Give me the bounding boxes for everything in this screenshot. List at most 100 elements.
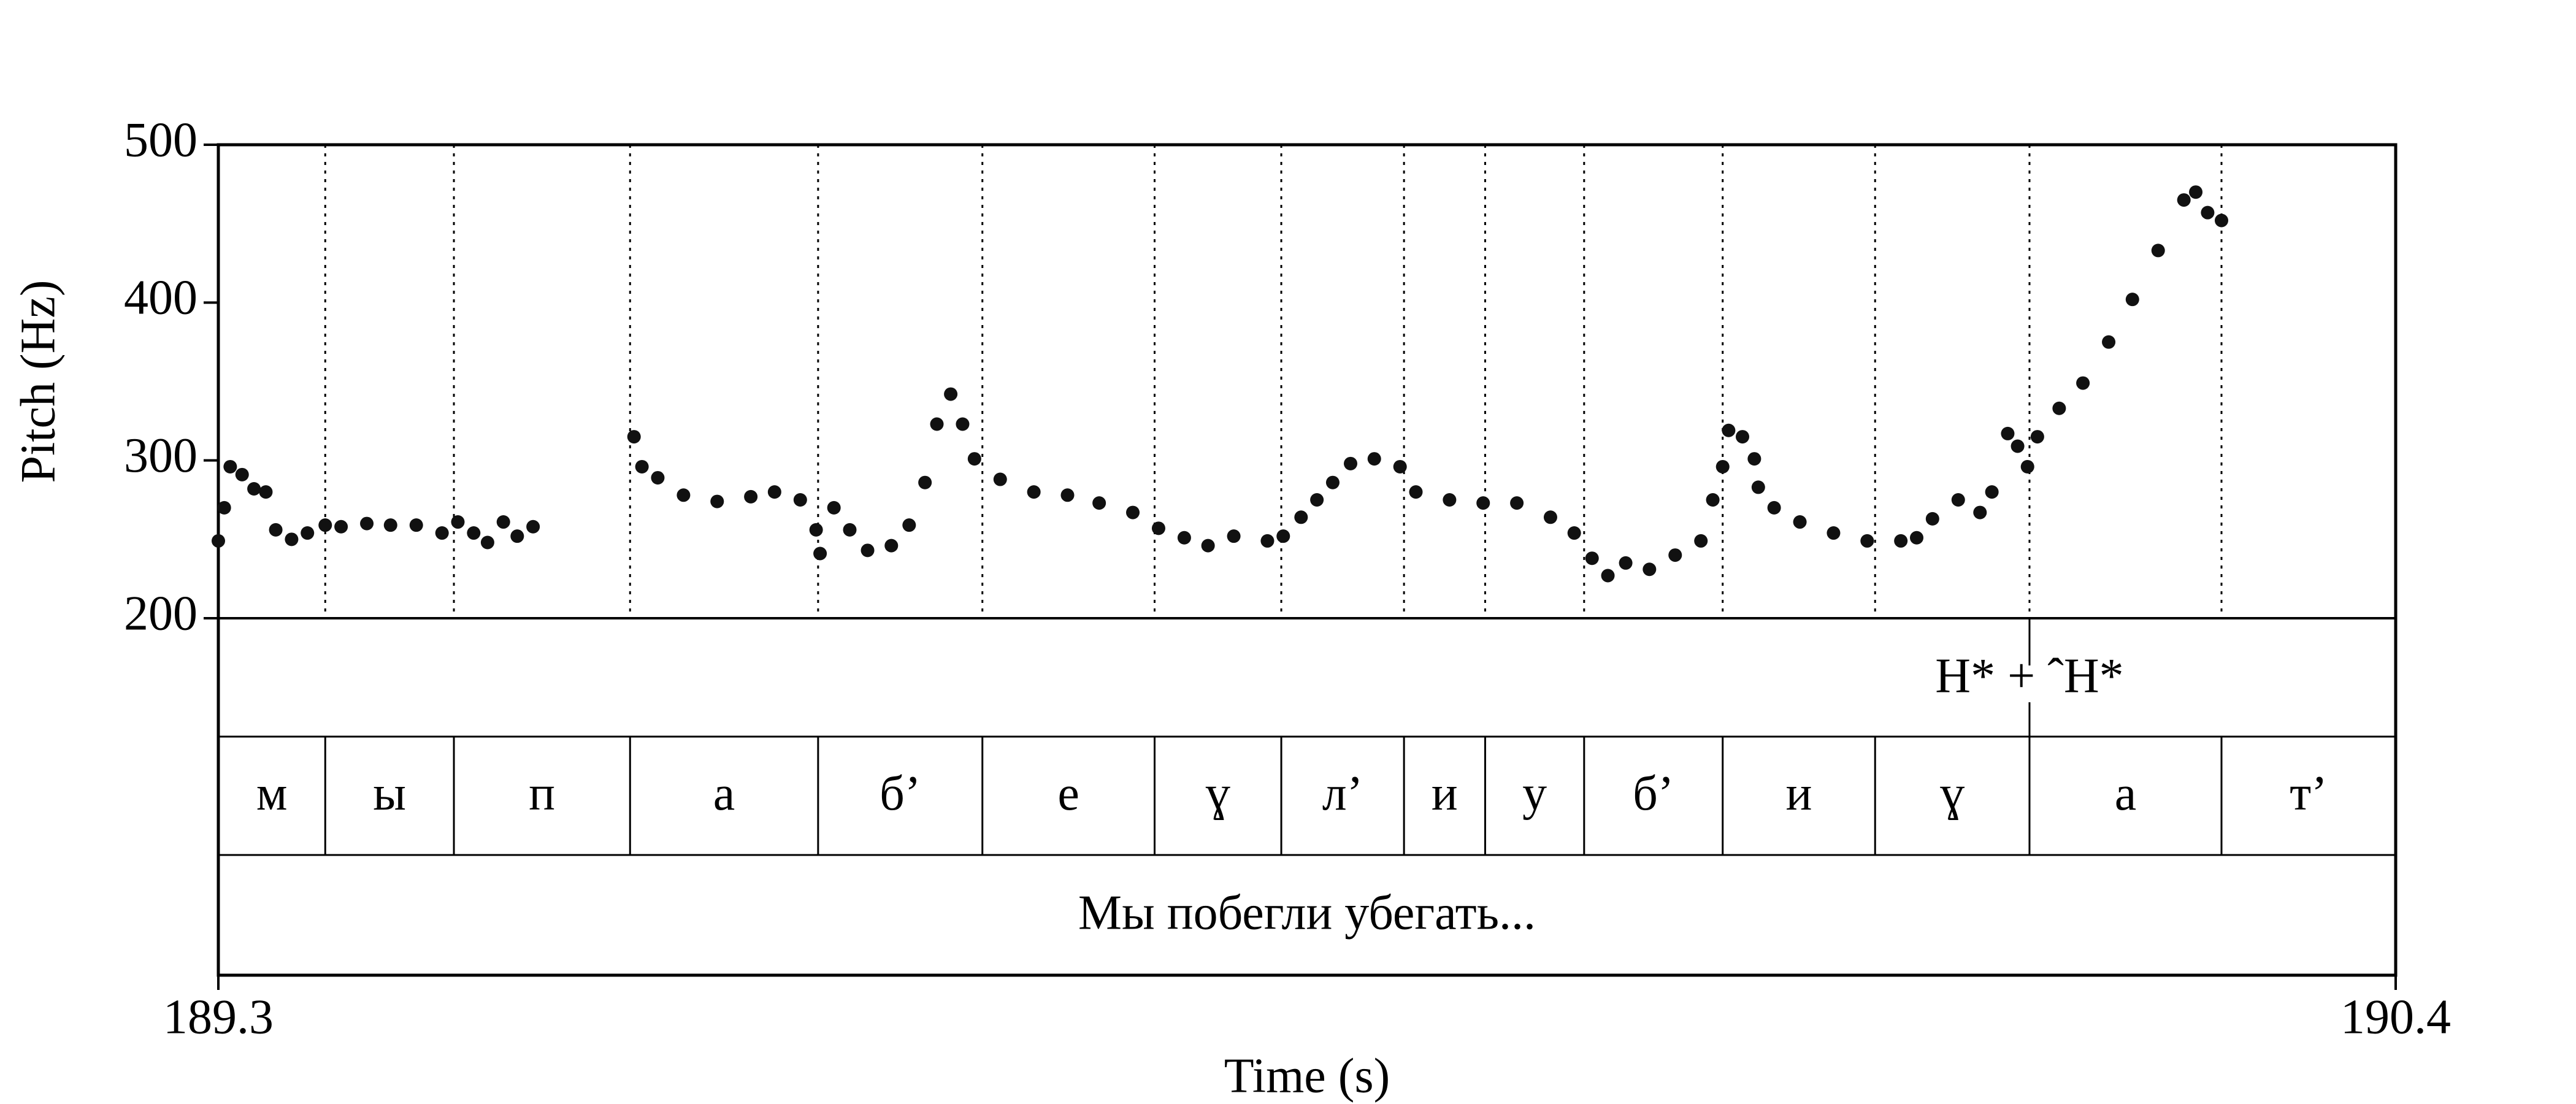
pitch-point [2177, 193, 2191, 207]
pitch-point [383, 518, 397, 532]
pitch-point [930, 417, 944, 431]
pitch-point [861, 543, 875, 558]
pitch-point [2102, 335, 2116, 349]
pitch-point [1201, 539, 1215, 553]
pitch-point [217, 500, 231, 515]
pitch-point [235, 467, 249, 481]
pitch-point [2052, 401, 2066, 415]
pitch-point [918, 475, 932, 489]
frame [217, 143, 2398, 977]
pitch-point [301, 526, 315, 540]
pitch-point [2215, 213, 2228, 228]
segment-label: б’ [880, 767, 921, 821]
pitch-point [1325, 475, 1340, 489]
pitch-point [2125, 293, 2139, 307]
pitch-point [1543, 510, 1557, 524]
pitch-point [1310, 493, 1324, 507]
pitch-point [1668, 548, 1682, 562]
pitch-point [1092, 496, 1106, 510]
pitch-point [1860, 534, 1874, 548]
pitch-point [627, 430, 641, 444]
pitch-point [744, 489, 758, 504]
pitch-point [247, 481, 261, 496]
pitch-point [1177, 531, 1191, 545]
pitch-point [480, 535, 494, 550]
pitch-point [269, 523, 283, 537]
segment-label: у [1522, 767, 1547, 821]
pitch-point [467, 526, 481, 540]
pitch-point [1393, 459, 1407, 473]
pitch-point [1715, 459, 1730, 473]
pitch-point [360, 516, 374, 531]
pitch-point [2001, 426, 2015, 440]
pitch-point [259, 485, 273, 499]
x-tick-label: 190.4 [2340, 990, 2451, 1044]
y-tick-label: 300 [124, 429, 197, 483]
pitch-point [1751, 480, 1765, 494]
pitch-point [710, 494, 724, 508]
pitch-point [223, 459, 237, 473]
pitch-point [1973, 505, 1987, 519]
pitch-point [1294, 510, 1308, 524]
pitch-point [1951, 493, 1965, 507]
segment-label: а [713, 767, 735, 821]
pitch-point [1367, 452, 1381, 466]
pitch-point [827, 500, 841, 515]
pitch-point [2011, 439, 2025, 453]
pitch-point [2189, 185, 2203, 199]
pitch-point [1706, 493, 1720, 507]
y-tick-label: 200 [124, 586, 197, 640]
pitch-point [1619, 556, 1633, 570]
pitch-point [1585, 551, 1599, 565]
tone-label: H* + ˆH* [1935, 649, 2123, 703]
pitch-point [635, 459, 649, 473]
segment-label: и [1786, 767, 1812, 821]
pitch-point [651, 470, 665, 485]
pitch-point [1643, 562, 1657, 577]
pitch-point [334, 519, 348, 534]
segment-label: ы [373, 767, 406, 821]
pitch-point [1409, 485, 1423, 499]
pitch-point [809, 523, 823, 537]
pitch-point [285, 532, 299, 546]
pitch-point [451, 515, 465, 529]
pitch-point [2020, 459, 2034, 473]
pitch-point [1827, 526, 1841, 540]
pitch-point [1443, 493, 1457, 507]
pitch-point [1722, 423, 1736, 437]
y-axis-label: Pitch (Hz) [11, 280, 65, 483]
pitch-point [1260, 534, 1275, 548]
pitch-point [1151, 521, 1165, 535]
segment-label: а [2115, 767, 2137, 821]
pitch-point [510, 529, 524, 543]
pitch-point [1747, 452, 1761, 466]
segment-label: т’ [2290, 767, 2328, 821]
segment-label: л’ [1322, 767, 1363, 821]
pitch-point [902, 518, 916, 532]
pitch-point [1736, 430, 1749, 444]
pitch-point [1601, 569, 1615, 583]
segment-label: б’ [1633, 767, 1674, 821]
segment-label: е [1057, 767, 1079, 821]
segment-label: и [1432, 767, 1458, 821]
pitch-point [1767, 500, 1781, 515]
pitch-point [843, 523, 857, 537]
pitch-point [967, 452, 981, 466]
pitch-point [1510, 496, 1524, 510]
y-tick-label: 400 [124, 271, 197, 325]
pitch-point [496, 515, 510, 529]
pitch-point [212, 534, 225, 548]
pitch-point [677, 488, 691, 502]
y-tick-label: 500 [124, 113, 197, 167]
pitch-point [1027, 485, 1041, 499]
pitch-point [813, 546, 827, 561]
pitch-point [1910, 531, 1923, 545]
pitch-point [884, 539, 899, 553]
x-tick-label: 189.3 [163, 990, 274, 1044]
pitch-point [1894, 534, 1908, 548]
pitch-point [767, 485, 781, 499]
pitch-point [944, 387, 958, 401]
sentence-label: Мы побегли убегать... [1078, 886, 1536, 940]
pitch-point [1476, 496, 1490, 510]
